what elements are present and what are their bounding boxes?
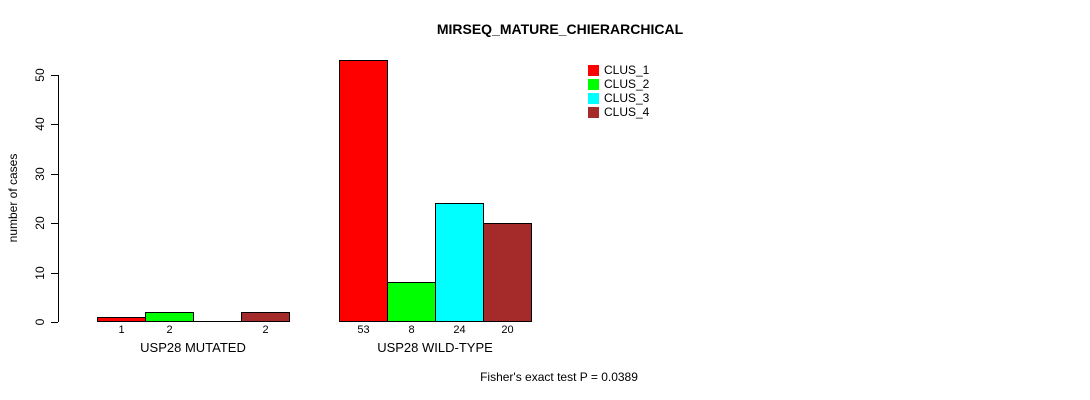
legend-label: CLUS_2 [604, 77, 650, 91]
legend-item-clus_1: CLUS_1 [588, 63, 650, 77]
y-axis-tick-label: 30 [33, 167, 47, 181]
y-axis-line [58, 75, 59, 322]
legend-label: CLUS_4 [604, 105, 650, 119]
fisher-test-annotation: Fisher's exact test P = 0.0389 [480, 370, 638, 384]
y-axis-tick [51, 273, 58, 274]
bar-clus_4-group1 [241, 312, 290, 322]
bar-clus_2-group2 [387, 282, 436, 322]
bar-value-label: 24 [453, 324, 466, 336]
y-axis-label: number of cases [6, 153, 20, 243]
y-axis-tick-label: 10 [33, 266, 47, 280]
y-axis-tick [51, 322, 58, 323]
group-label-2: USP28 WILD-TYPE [377, 340, 493, 355]
bar-clus_4-group2 [483, 223, 532, 322]
bar-value-label: 53 [357, 324, 370, 336]
legend-swatch-clus_3 [588, 93, 599, 104]
bar-value-label: 2 [262, 324, 269, 336]
bar-clus_1-group1 [97, 317, 146, 322]
legend: CLUS_1 CLUS_2 CLUS_3 CLUS_4 [588, 63, 650, 121]
legend-label: CLUS_1 [604, 63, 650, 77]
legend-swatch-clus_4 [588, 107, 599, 118]
y-axis-tick-label: 50 [33, 68, 47, 82]
bar-clus_3-group2 [435, 203, 484, 322]
y-axis-tick [51, 75, 58, 76]
y-axis-tick [51, 174, 58, 175]
bar-value-label: 2 [166, 324, 173, 336]
y-axis-tick [51, 223, 58, 224]
group-label-1: USP28 MUTATED [140, 340, 246, 355]
bar-value-label: 8 [408, 324, 415, 336]
bar-value-label: 20 [501, 324, 514, 336]
y-axis-tick-label: 20 [33, 216, 47, 230]
bar-value-label: 1 [118, 324, 125, 336]
bar-clus_3-group1-zero [193, 321, 242, 322]
bar-clus_2-group1 [145, 312, 194, 322]
legend-item-clus_4: CLUS_4 [588, 105, 650, 119]
legend-swatch-clus_1 [588, 65, 599, 76]
y-axis-tick [51, 124, 58, 125]
legend-label: CLUS_3 [604, 91, 650, 105]
legend-item-clus_3: CLUS_3 [588, 91, 650, 105]
legend-item-clus_2: CLUS_2 [588, 77, 650, 91]
y-axis-tick-label: 40 [33, 117, 47, 131]
bar-clus_1-group2 [339, 60, 388, 322]
legend-swatch-clus_2 [588, 79, 599, 90]
y-axis-tick-label: 0 [33, 318, 47, 326]
chart-title: MIRSEQ_MATURE_CHIERARCHICAL [436, 21, 684, 37]
